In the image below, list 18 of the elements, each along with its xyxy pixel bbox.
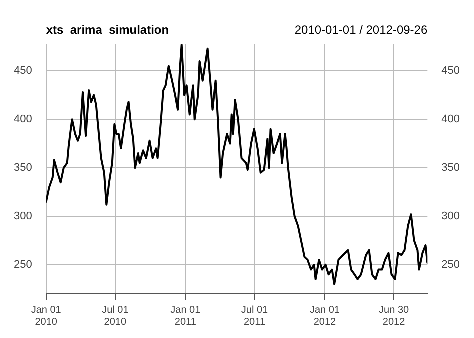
y2-tick-label: 300 xyxy=(442,210,460,223)
x-tick-label: Jul 01 2010 xyxy=(102,304,130,328)
chart-subtitle: 2010-01-01 / 2012-09-26 xyxy=(294,23,428,37)
x-tick-label: Jan 01 2011 xyxy=(170,304,202,328)
y-tick-label: 350 xyxy=(14,162,32,174)
y-tick-label: 300 xyxy=(14,210,32,223)
x-tick-label: Jan 01 2012 xyxy=(310,304,340,328)
y2-tick-label: 250 xyxy=(442,258,460,271)
y-tick-label: 400 xyxy=(14,114,32,126)
y2-tick-label: 350 xyxy=(442,162,460,174)
chart-title: xts_arima_simulation xyxy=(46,23,170,37)
x-tick-label: Jul 01 2011 xyxy=(241,304,269,328)
y-tick-label: 250 xyxy=(14,258,32,271)
y2-tick-label: 450 xyxy=(442,65,460,78)
x-tick-label: Jun 30 2012 xyxy=(379,304,410,328)
y-tick-label: 450 xyxy=(14,65,32,78)
y2-tick-label: 400 xyxy=(442,114,460,126)
x-tick-label: Jan 01 2010 xyxy=(31,304,62,328)
